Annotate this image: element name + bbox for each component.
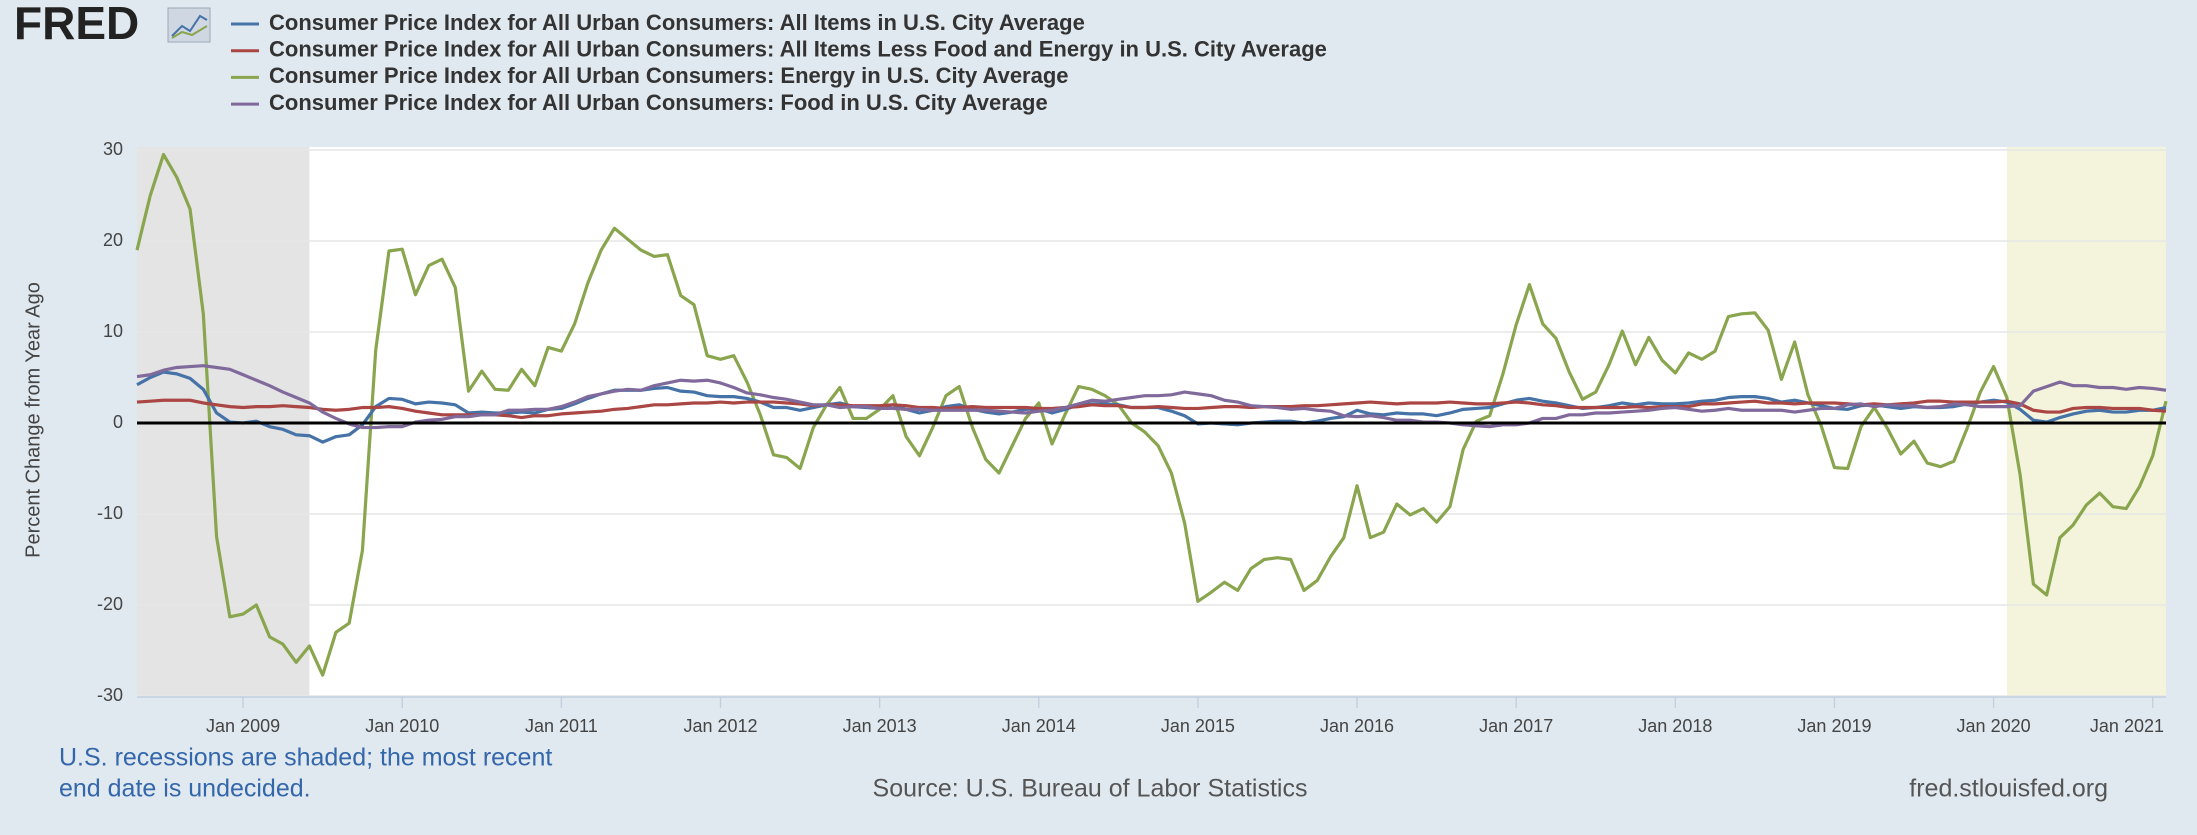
- series-line: [135, 152, 2168, 677]
- legend-label: Consumer Price Index for All Urban Consu…: [269, 10, 1085, 35]
- x-tick-label: Jan 2021: [2090, 716, 2164, 736]
- legend-label: Consumer Price Index for All Urban Consu…: [269, 63, 1069, 88]
- site: fred.stlouisfed.org: [1909, 775, 2108, 803]
- x-tick-label: Jan 2015: [1161, 716, 1235, 736]
- logo: FRED: [14, 0, 139, 49]
- x-tick-label: Jan 2014: [1002, 716, 1076, 736]
- y-axis-label: Percent Change from Year Ago: [22, 282, 44, 558]
- x-tick-label: Jan 2009: [206, 716, 280, 736]
- legend-label: Consumer Price Index for All Urban Consu…: [269, 37, 1327, 62]
- legend-label: Consumer Price Index for All Urban Consu…: [269, 90, 1048, 115]
- note: U.S. recessions are shaded; the most rec…: [59, 744, 552, 772]
- x-tick-label: Jan 2016: [1320, 716, 1394, 736]
- x-tick-label: Jan 2018: [1638, 716, 1712, 736]
- source: Source: U.S. Bureau of Labor Statistics: [873, 775, 1308, 803]
- y-tick-label: 20: [103, 230, 123, 250]
- y-tick-label: -30: [97, 685, 123, 705]
- x-tick-label: Jan 2010: [365, 716, 439, 736]
- x-tick-label: Jan 2019: [1797, 716, 1871, 736]
- x-tick-label: Jan 2011: [525, 716, 598, 736]
- x-tick-label: Jan 2012: [683, 716, 757, 736]
- y-tick-label: 0: [113, 412, 123, 432]
- series-line: [136, 364, 2167, 430]
- x-tick-label: Jan 2020: [1957, 716, 2031, 736]
- y-tick-label: -10: [97, 503, 123, 523]
- logo-icon: [167, 7, 211, 43]
- y-tick-label: -20: [97, 594, 123, 614]
- note: end date is undecided.: [59, 775, 311, 803]
- x-tick-label: Jan 2017: [1479, 716, 1553, 736]
- x-tick-label: Jan 2013: [843, 716, 917, 736]
- y-tick-label: 10: [103, 321, 123, 341]
- y-tick-label: 30: [103, 139, 123, 159]
